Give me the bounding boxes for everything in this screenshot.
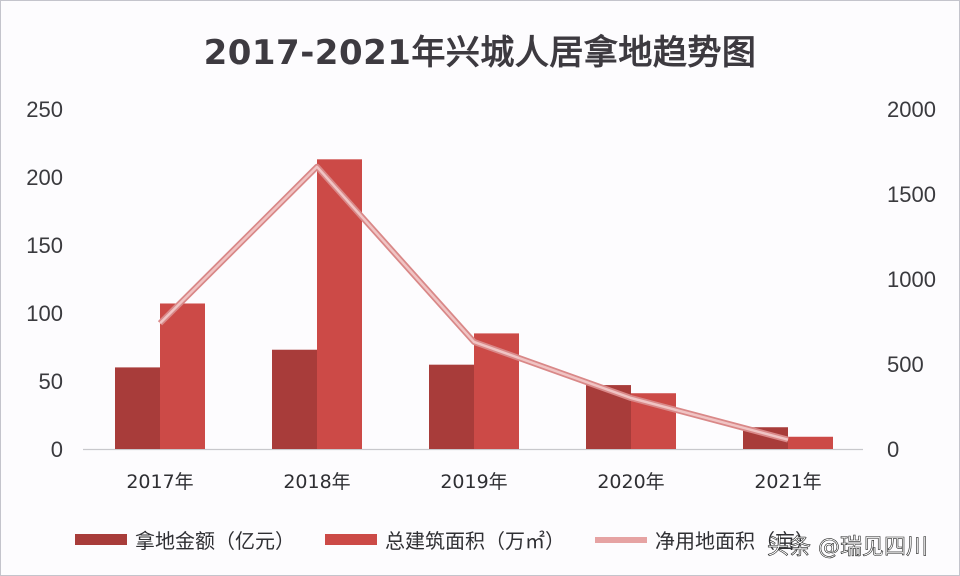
x-tick-label: 2018年 [283, 471, 350, 493]
x-tick-label: 2017年 [126, 471, 193, 493]
bar-series [115, 159, 833, 449]
legend-item-land-amount: 拿地金额（亿元） [75, 525, 295, 554]
right-axis: 0 500 1000 1500 2000 [887, 97, 936, 462]
legend-label: 拿地金额（亿元） [135, 529, 295, 553]
right-tick-label: 0 [887, 437, 899, 462]
chart-title: 2017-2021年兴城人居拿地趋势图 [203, 33, 757, 73]
legend: 拿地金额（亿元） 总建筑面积（万㎡） 净用地面积（亩） [75, 525, 845, 554]
watermark: 头条 @瑞见四川 [767, 535, 929, 561]
left-tick-label: 100 [26, 301, 63, 326]
legend-item-floor-area: 总建筑面积（万㎡） [325, 525, 565, 554]
x-tick-label: 2020年 [597, 471, 664, 493]
bar-land-amount [272, 349, 317, 449]
bar-floor-area [160, 303, 205, 449]
net-land-line [159, 165, 789, 441]
left-tick-label: 50 [39, 369, 63, 394]
legend-swatch-land-amount [75, 534, 127, 545]
left-axis: 0 50 100 150 200 250 [26, 97, 63, 462]
right-tick-label: 1000 [887, 267, 936, 292]
right-tick-label: 2000 [887, 97, 936, 122]
x-tick-label: 2021年 [754, 471, 821, 493]
x-tick-label: 2019年 [440, 471, 507, 493]
bar-floor-area [788, 436, 833, 449]
legend-label: 总建筑面积（万㎡） [385, 529, 565, 553]
left-tick-label: 250 [26, 97, 63, 122]
bar-floor-area [317, 159, 362, 449]
right-tick-label: 1500 [887, 182, 936, 207]
line-series [157, 163, 789, 443]
bar-land-amount [429, 364, 474, 449]
left-tick-label: 200 [26, 165, 63, 190]
left-tick-label: 150 [26, 233, 63, 258]
x-axis: 2017年 2018年 2019年 2020年 2021年 [126, 471, 821, 493]
bar-land-amount [115, 367, 160, 449]
legend-swatch-floor-area [325, 534, 377, 545]
legend-swatch-net-land-area [595, 536, 647, 543]
right-tick-label: 500 [887, 352, 924, 377]
left-tick-label: 0 [51, 437, 63, 462]
legend-item-net-land-area: 净用地面积（亩） [595, 525, 815, 554]
legend-label: 净用地面积（亩） [655, 529, 815, 553]
